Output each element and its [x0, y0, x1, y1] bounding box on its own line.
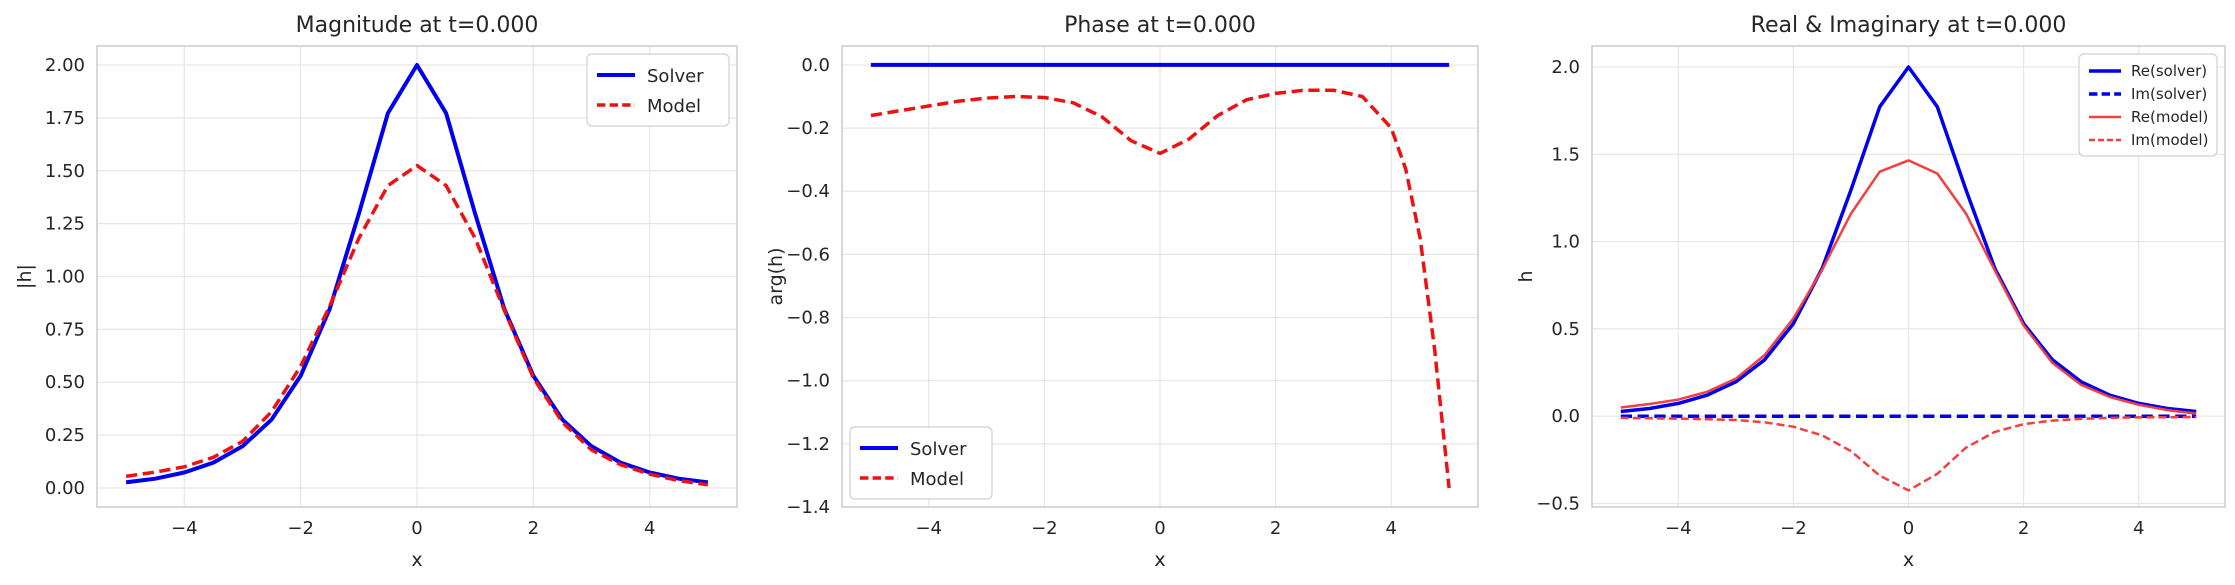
legend-box	[2078, 53, 2218, 157]
chart-title: Magnitude at t=0.000	[296, 13, 539, 38]
legend: Re(solver) Im(solver) Re(model) Im(model)	[2078, 53, 2218, 157]
y-tick-label: −0.5	[1536, 494, 1580, 515]
y-axis-label: |h|	[14, 264, 36, 289]
legend-label: Solver	[647, 66, 704, 87]
series-line-model	[870, 88, 1451, 489]
y-tick-label: 2.0	[1551, 57, 1580, 78]
x-tick-label: −2	[1031, 518, 1058, 539]
y-tick-label: 1.5	[1551, 144, 1580, 165]
y-tick-label: 1.0	[1551, 232, 1580, 253]
legend-label: Re(model)	[2131, 108, 2208, 126]
legend-box	[586, 53, 730, 127]
plot-frame	[1591, 45, 2226, 508]
legend: Solver Model	[586, 53, 730, 127]
x-axis-label: x	[1154, 549, 1165, 571]
x-tick-label: −4	[1665, 518, 1692, 539]
y-tick-label: 0.25	[45, 425, 85, 446]
y-tick-label: −0.8	[786, 308, 830, 329]
chart-title: Real & Imaginary at t=0.000	[1751, 13, 2067, 38]
legend-box	[849, 426, 993, 500]
series-line-re-solver-	[1620, 65, 2197, 414]
y-tick-label: 2.00	[45, 55, 85, 76]
series-line-im-model-	[1620, 415, 2197, 492]
series-line-re-model-	[1620, 159, 2197, 415]
legend-label: Model	[647, 96, 701, 117]
legend: Solver Model	[849, 426, 993, 500]
x-axis-label: x	[1903, 549, 1914, 571]
chart-panel-1: −4 −2 0 2 4 0.00 0.25 0.50 0.75 1.00 1.25 1.50 1.75 2…	[14, 13, 738, 571]
x-tick-label: 0	[411, 518, 422, 539]
x-tick-label: −4	[171, 518, 198, 539]
y-tick-label: 0.50	[45, 372, 85, 393]
x-tick-label: 4	[2133, 518, 2144, 539]
y-axis-label: h	[1515, 270, 1537, 282]
plot-frame	[841, 45, 1479, 508]
series-line-model	[125, 163, 709, 487]
y-tick-label: 1.75	[45, 108, 85, 129]
legend-label: Solver	[910, 439, 967, 460]
x-tick-label: 2	[528, 518, 539, 539]
y-tick-label: 1.50	[45, 161, 85, 182]
chart-panel-2: −4 −2 0 2 4 −1.4 −1.2 −1.0 −0.8 −0.6 −0.4 −0.2 0.0 Ph…	[765, 13, 1479, 571]
y-tick-label: 1.25	[45, 214, 85, 235]
legend-label: Model	[910, 469, 964, 490]
x-tick-label: 2	[1270, 518, 1281, 539]
chart-title: Phase at t=0.000	[1064, 13, 1256, 38]
legend-label: Im(model)	[2131, 131, 2208, 149]
x-tick-label: −2	[1780, 518, 1807, 539]
chart-panel-3: −4 −2 0 2 4 −0.5 0.0 0.5 1.0 1.5 2.0 Real & Imagina…	[1515, 13, 2226, 571]
x-tick-label: 0	[1903, 518, 1914, 539]
plot-frame	[96, 45, 738, 508]
y-tick-label: 0.0	[1551, 406, 1580, 427]
x-axis-label: x	[411, 549, 422, 571]
y-tick-label: −0.6	[786, 244, 830, 265]
y-tick-label: −1.0	[786, 371, 830, 392]
legend-label: Im(solver)	[2131, 85, 2207, 103]
x-tick-label: 4	[644, 518, 655, 539]
y-tick-label: −1.2	[786, 434, 830, 455]
y-tick-label: −0.2	[786, 118, 830, 139]
x-tick-label: −2	[287, 518, 314, 539]
y-tick-label: 0.00	[45, 478, 85, 499]
y-axis-label: arg(h)	[765, 247, 787, 305]
legend-label: Re(solver)	[2131, 62, 2207, 80]
y-tick-label: −1.4	[786, 497, 830, 518]
y-tick-label: 0.5	[1551, 319, 1580, 340]
y-tick-label: 1.00	[45, 267, 85, 288]
y-tick-label: −0.4	[786, 181, 830, 202]
x-tick-label: −4	[915, 518, 942, 539]
y-tick-label: 0.0	[801, 55, 830, 76]
x-tick-label: 2	[2018, 518, 2029, 539]
y-tick-label: 0.75	[45, 319, 85, 340]
series-line-solver	[125, 63, 709, 485]
x-tick-label: 4	[1386, 518, 1397, 539]
x-tick-label: 0	[1154, 518, 1165, 539]
